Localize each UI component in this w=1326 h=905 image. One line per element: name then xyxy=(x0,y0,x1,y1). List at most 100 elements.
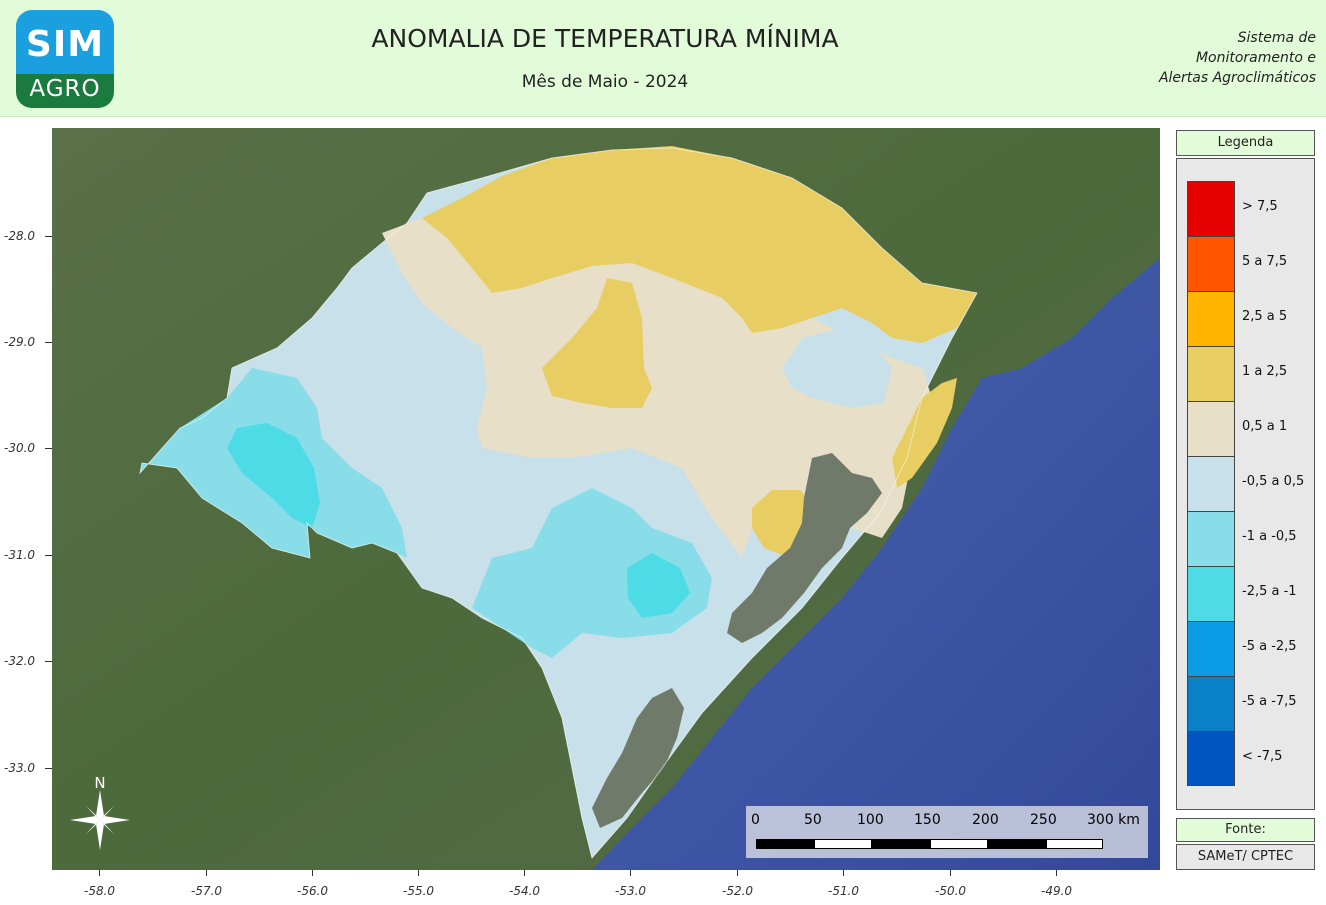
ytick-mark xyxy=(45,342,52,343)
legend-label: -5 a -2,5 xyxy=(1242,639,1297,654)
xtick-label: -49.0 xyxy=(1041,884,1073,898)
xtick-label: -54.0 xyxy=(509,884,541,898)
page-subtitle: Mês de Maio - 2024 xyxy=(521,72,689,92)
legend-item: -0,5 a 0,5 xyxy=(1187,456,1317,511)
xtick-mark xyxy=(1056,870,1057,876)
xtick-mark xyxy=(206,870,207,876)
scale-label: 0 xyxy=(751,812,760,828)
anomaly-zone-center-north xyxy=(382,208,932,558)
system-name: Sistema de Monitoramento e Alertas Agroc… xyxy=(1096,28,1316,88)
legend-label: -2,5 a -1 xyxy=(1242,584,1297,599)
north-arrow-icon xyxy=(70,790,130,850)
state-boundary xyxy=(139,147,978,860)
ytick-label: -30.0 xyxy=(4,441,36,455)
legend-item: -5 a -2,5 xyxy=(1187,621,1317,676)
legend: > 7,5 5 a 7,5 2,5 a 5 1 a 2,5 0,5 a 1 -0… xyxy=(1176,158,1315,810)
logo-bottom-text: AGRO xyxy=(29,76,101,102)
anomaly-zone-west-core xyxy=(227,423,320,528)
scale-bar: 0 50 100 150 200 250 300 km xyxy=(746,806,1148,858)
anomaly-zone-center-warm xyxy=(542,278,652,408)
xtick-mark xyxy=(843,870,844,876)
anomaly-zone-north-band xyxy=(422,146,977,343)
xtick-label: -50.0 xyxy=(935,884,967,898)
legend-swatch xyxy=(1187,181,1235,236)
scale-label: 200 xyxy=(972,812,999,828)
legend-label: < -7,5 xyxy=(1242,749,1283,764)
xtick-mark xyxy=(99,870,100,876)
scale-segment xyxy=(930,839,988,849)
scale-label: 100 xyxy=(857,812,884,828)
ytick-label: -33.0 xyxy=(4,761,36,775)
xtick-label: -57.0 xyxy=(191,884,223,898)
legend-item: < -7,5 xyxy=(1187,731,1317,786)
anomaly-zone-northeast-cool xyxy=(782,328,892,408)
ytick-mark xyxy=(45,555,52,556)
ytick-mark xyxy=(45,661,52,662)
legend-swatch xyxy=(1187,346,1235,401)
legend-swatch xyxy=(1187,456,1235,511)
legend-label: 5 a 7,5 xyxy=(1242,254,1288,269)
legend-swatch xyxy=(1187,401,1235,456)
north-label: N xyxy=(94,774,105,792)
ytick-mark xyxy=(45,448,52,449)
scale-label: 150 xyxy=(914,812,941,828)
legend-item: 5 a 7,5 xyxy=(1187,236,1317,291)
legend-label: -5 a -7,5 xyxy=(1242,694,1297,709)
xtick-label: -51.0 xyxy=(828,884,860,898)
legend-label: > 7,5 xyxy=(1242,199,1278,214)
legend-item: 2,5 a 5 xyxy=(1187,291,1317,346)
system-line-2: Monitoramento e xyxy=(1195,50,1316,66)
legend-label: 1 a 2,5 xyxy=(1242,364,1288,379)
system-line-1: Sistema de xyxy=(1237,30,1316,46)
page-title: ANOMALIA DE TEMPERATURA MÍNIMA xyxy=(371,24,839,53)
lagoon-patos xyxy=(727,453,882,643)
legend-label: -0,5 a 0,5 xyxy=(1242,474,1305,489)
legend-swatch xyxy=(1187,236,1235,291)
xtick-label: -56.0 xyxy=(297,884,329,898)
scale-label: 250 xyxy=(1030,812,1057,828)
xtick-mark xyxy=(737,870,738,876)
legend-item: > 7,5 xyxy=(1187,181,1317,236)
ytick-label: -28.0 xyxy=(4,229,36,243)
system-line-3: Alertas Agroclimáticos xyxy=(1158,70,1316,86)
header-bar: SIM AGRO ANOMALIA DE TEMPERATURA MÍNIMA … xyxy=(0,0,1326,117)
ytick-label: -31.0 xyxy=(4,548,36,562)
xtick-mark xyxy=(524,870,525,876)
legend-label: 2,5 a 5 xyxy=(1242,309,1288,324)
ocean xyxy=(592,258,1160,870)
scale-label: 300 km xyxy=(1087,812,1140,828)
legend-swatch xyxy=(1187,511,1235,566)
legend-swatch xyxy=(1187,676,1235,731)
legend-title: Legenda xyxy=(1176,130,1315,156)
legend-item: 0,5 a 1 xyxy=(1187,401,1317,456)
anomaly-map: N xyxy=(52,128,1160,870)
source-value: SAMeT/ CPTEC xyxy=(1176,844,1315,870)
scale-segment xyxy=(756,839,814,849)
legend-item: -1 a -0,5 xyxy=(1187,511,1317,566)
lagoon-mirim xyxy=(592,688,684,828)
xtick-mark xyxy=(950,870,951,876)
xtick-label: -55.0 xyxy=(403,884,435,898)
xtick-mark xyxy=(418,870,419,876)
legend-swatch xyxy=(1187,621,1235,676)
xtick-label: -58.0 xyxy=(84,884,116,898)
xtick-mark xyxy=(312,870,313,876)
sim-agro-logo: SIM AGRO xyxy=(16,10,114,108)
legend-swatch xyxy=(1187,291,1235,346)
xtick-mark xyxy=(630,870,631,876)
anomaly-zone-south-core xyxy=(627,553,690,618)
scale-segment xyxy=(872,839,930,849)
logo-top-text: SIM xyxy=(25,24,105,65)
ytick-label: -32.0 xyxy=(4,654,36,668)
xtick-label: -53.0 xyxy=(615,884,647,898)
legend-item: -5 a -7,5 xyxy=(1187,676,1317,731)
scale-label: 50 xyxy=(804,812,822,828)
ytick-mark xyxy=(45,768,52,769)
legend-label: 0,5 a 1 xyxy=(1242,419,1288,434)
ytick-mark xyxy=(45,236,52,237)
scale-segment xyxy=(1046,839,1103,849)
legend-item: 1 a 2,5 xyxy=(1187,346,1317,401)
ytick-label: -29.0 xyxy=(4,335,36,349)
legend-swatch xyxy=(1187,566,1235,621)
xtick-label: -52.0 xyxy=(722,884,754,898)
